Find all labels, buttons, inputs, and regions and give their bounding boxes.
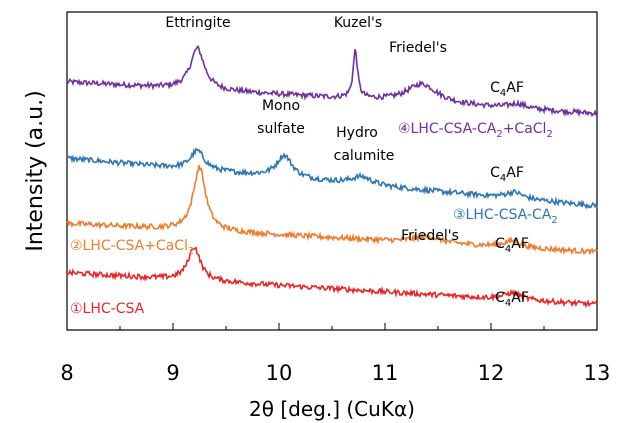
y-axis-label: Intensity (a.u.): [23, 90, 48, 251]
x-ticks: [66, 323, 598, 330]
annotation-hydro: Hydro: [336, 125, 378, 141]
annotation-c4af-2: C4AF: [495, 236, 529, 255]
x-tick-label-11: 11: [372, 361, 399, 385]
s4-sub2: 2: [546, 129, 552, 140]
series-label-2: ②LHC-CSA+CaCl2: [70, 238, 194, 257]
s2-main: ②LHC-CSA+CaCl: [70, 238, 188, 254]
c4af-top-sub: 4: [500, 88, 506, 99]
annotation-c4af-1: C4AF: [495, 290, 529, 309]
c4af-1-sub: 4: [505, 298, 511, 309]
series-line-1: [66, 246, 598, 309]
annotation-friedels-2: Friedel's: [401, 228, 459, 244]
c4af-3-main: C: [490, 165, 500, 181]
annotation-friedels-top: Friedel's: [389, 40, 447, 56]
series-line-2: [66, 165, 598, 256]
c4af-3-sub: 4: [500, 173, 506, 184]
x-tick-label-8: 8: [60, 361, 73, 385]
s4-mid: +CaCl: [503, 121, 547, 137]
c4af-3-tail: AF: [506, 165, 524, 181]
series-label-3: ③LHC-CSA-CA2: [453, 207, 558, 226]
c4af-top-tail: AF: [506, 80, 524, 96]
annotation-calumite: calumite: [334, 148, 395, 164]
annotation-sulfate: sulfate: [257, 121, 305, 137]
series-layer: [66, 44, 598, 309]
series-label-1: ①LHC-CSA: [70, 301, 145, 317]
c4af-2-main: C: [495, 236, 505, 252]
s3-sub: 2: [551, 215, 557, 226]
x-tick-label-9: 9: [166, 361, 179, 385]
annotation-kuzels: Kuzel's: [334, 15, 382, 31]
s2-sub: 2: [188, 246, 194, 257]
c4af-2-tail: AF: [511, 236, 529, 252]
annotation-c4af-3: C4AF: [490, 165, 524, 184]
annotation-mono: Mono: [262, 98, 300, 114]
s3-main: ③LHC-CSA-CA: [453, 207, 552, 223]
series-line-4: [66, 44, 598, 118]
c4af-1-main: C: [495, 290, 505, 306]
peak-annotations: Ettringite Kuzel's Friedel's C4AF Mono s…: [165, 15, 529, 309]
x-axis-label: 2θ [deg.] (CuKα): [249, 397, 415, 421]
x-tick-label-10: 10: [266, 361, 293, 385]
annotation-c4af-top: C4AF: [490, 80, 524, 99]
annotation-ettringite: Ettringite: [165, 15, 230, 31]
x-tick-label-13: 13: [584, 361, 611, 385]
x-tick-label-12: 12: [478, 361, 505, 385]
series-label-4: ④LHC-CSA-CA2+CaCl2: [398, 121, 553, 140]
x-tick-labels: 8 9 10 11 12 13: [60, 361, 610, 385]
c4af-2-sub: 4: [505, 244, 511, 255]
c4af-top-main: C: [490, 80, 500, 96]
c4af-1-tail: AF: [511, 290, 529, 306]
s4-sub1: 2: [496, 129, 502, 140]
series-line-3: [66, 147, 598, 210]
s4-main: ④LHC-CSA-CA: [398, 121, 497, 137]
series-labels: ④LHC-CSA-CA2+CaCl2 ③LHC-CSA-CA2 ②LHC-CSA…: [70, 121, 558, 317]
